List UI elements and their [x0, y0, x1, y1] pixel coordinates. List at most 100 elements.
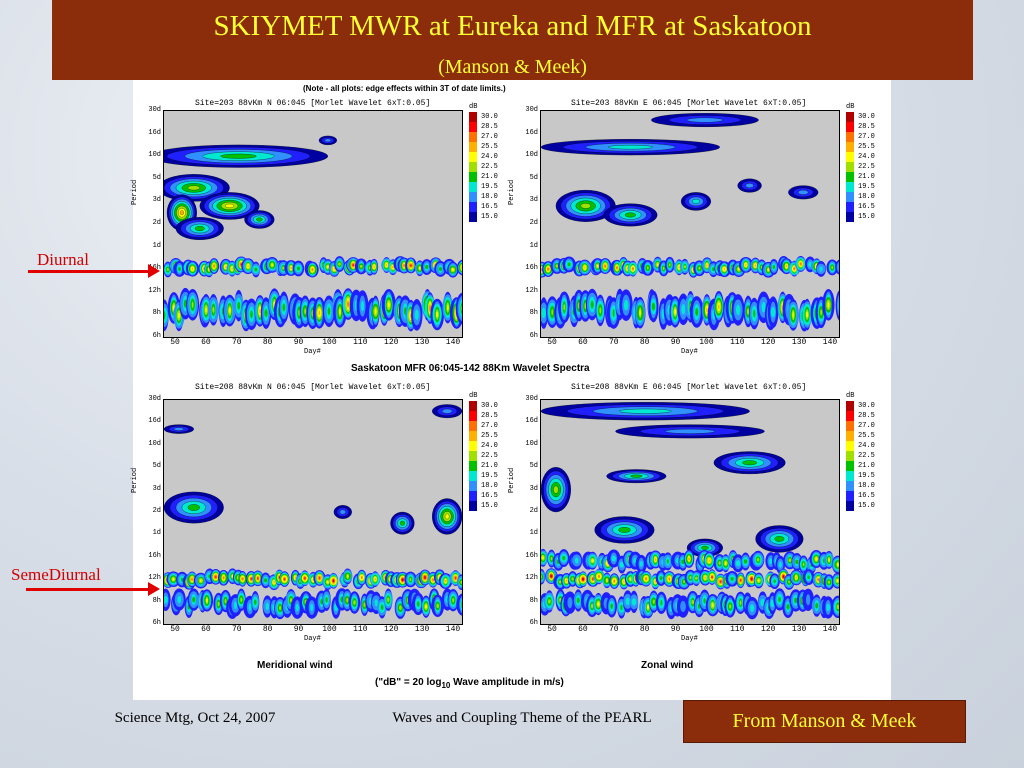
contour-band-cell [254, 267, 258, 272]
contour-band-cell [200, 579, 202, 582]
contour-band-cell [385, 263, 388, 267]
contour-band-cell [739, 600, 742, 606]
y-tick-label: 2d [529, 219, 538, 227]
contour-band-cell [567, 597, 573, 609]
contour-band-cell [361, 576, 363, 579]
contour-band-cell [164, 307, 168, 324]
colorbar-level-label: 19.5 [481, 183, 498, 191]
contour-blob [745, 183, 754, 188]
contour-band-cell [541, 575, 542, 579]
contour-band-cell [807, 575, 810, 580]
contour-band-cell [678, 266, 680, 269]
contour-band-cell [310, 603, 314, 612]
contour-band-cell [304, 577, 306, 580]
y-tick-label: 12h [148, 574, 161, 583]
diurnal-arrow-head-icon [148, 264, 160, 278]
contour-band-cell [279, 605, 282, 611]
x-tick-label: 100 [699, 338, 714, 347]
y-axis-label: Period [131, 179, 139, 205]
colorbar-level-label: 15.0 [481, 502, 498, 510]
contour-band-cell [730, 576, 734, 581]
x-tick-label: 60 [578, 625, 588, 634]
wavelet-plot [163, 399, 463, 625]
footer-center: Waves and Coupling Theme of the PEARL [392, 710, 652, 726]
x-tick-label: 70 [231, 338, 242, 347]
contour-band-cell [706, 264, 708, 267]
contour-band-cell [815, 602, 819, 609]
x-tick-label: 80 [262, 625, 273, 634]
contour-band-cell [231, 267, 234, 270]
colorbar-level-label: 25.5 [858, 143, 875, 151]
x-tick-label: 70 [608, 338, 619, 347]
wavelet-contours [164, 135, 462, 332]
y-tick-label: 5d [529, 462, 538, 471]
contour-band-cell [460, 598, 462, 611]
colorbar-swatch [846, 132, 854, 142]
colorbar-level-label: 25.5 [481, 432, 498, 440]
y-tick-label: 12h [525, 574, 538, 583]
colorbar-level-label: 30.0 [481, 113, 498, 121]
contour-band-cell [662, 266, 665, 270]
contour-band-cell [402, 578, 404, 581]
contour-band-cell [436, 603, 439, 609]
x-tick-label: 90 [293, 625, 304, 634]
x-tick-label: 130 [791, 338, 807, 347]
contour-band-cell [668, 263, 671, 267]
colorbar-swatch [846, 401, 854, 411]
colorbar-swatch [469, 212, 477, 222]
contour-band-cell [782, 575, 784, 578]
contour-band-cell [180, 577, 184, 582]
contour-blob [630, 474, 643, 478]
contour-band-cell [639, 310, 642, 316]
contour-band-cell [745, 263, 747, 267]
contour-band-cell [828, 558, 830, 562]
y-tick-label: 5d [152, 462, 161, 471]
x-tick-label: 50 [547, 625, 557, 634]
contour-band-cell [596, 264, 599, 268]
y-tick-label: 30d [148, 395, 161, 403]
contour-band-cell [215, 575, 217, 578]
contour-band-cell [282, 266, 285, 270]
x-axis-label: Day# [681, 635, 698, 643]
contour-band-cell [326, 580, 329, 584]
colorbar-swatch [469, 451, 477, 461]
contour-band-cell [668, 578, 670, 580]
contour-band-cell [598, 575, 600, 578]
contour-band-cell [250, 310, 253, 319]
y-tick-label: 16d [525, 417, 538, 426]
contour-band-cell [264, 309, 268, 318]
contour-band-cell [325, 597, 328, 603]
y-tick-label: 8h [529, 309, 538, 318]
colorbar-unit: dB [469, 103, 478, 111]
contour-band-cell [629, 577, 632, 581]
contour-band-cell [403, 264, 405, 267]
credit-box: From Manson & Meek [683, 700, 966, 743]
y-tick-label: 30d [525, 106, 538, 114]
panel-header: Site=208 88vKm E 06:045 [Morlet Wavelet … [571, 383, 807, 392]
contour-band-cell [761, 301, 766, 313]
colorbar-swatch [469, 182, 477, 192]
contour-band-cell [769, 558, 773, 565]
contour-band-cell [374, 308, 377, 315]
contour-blob [553, 485, 559, 494]
x-tick-label: 120 [761, 625, 776, 634]
contour-band-cell [555, 264, 559, 268]
contour-band-cell [660, 600, 663, 606]
contour-band-cell [751, 578, 753, 580]
contour-band-cell [550, 556, 553, 561]
colorbar-level-label: 24.0 [858, 153, 875, 161]
db-note: ("dB" = 20 log10 Wave amplitude in m/s) [375, 677, 564, 690]
contour-blob [798, 189, 809, 195]
contour-band-cell [452, 597, 455, 603]
contour-band-cell [164, 596, 168, 604]
contour-blob [686, 117, 723, 123]
semidiurnal-arrow-line [26, 588, 148, 591]
contour-band-cell [347, 302, 349, 307]
colorbar-swatch [846, 471, 854, 481]
contour-blob [742, 460, 757, 466]
contour-band-cell [359, 264, 363, 268]
contour-band-cell [591, 559, 594, 563]
contour-band-cell [837, 563, 839, 567]
contour-band-cell [547, 268, 550, 271]
colorbar-level-label: 22.5 [858, 452, 875, 460]
